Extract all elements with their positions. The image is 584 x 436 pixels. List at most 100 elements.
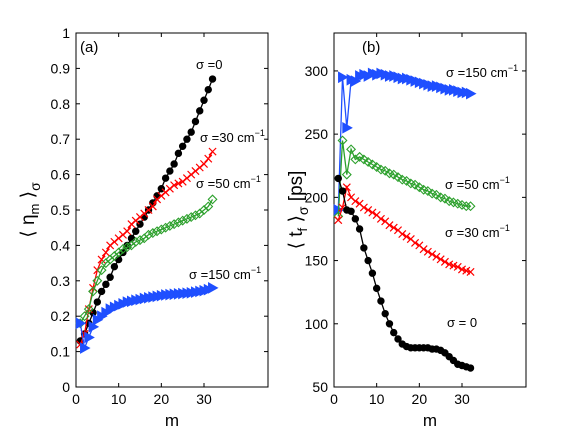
data-point-a-2-18: [152, 226, 163, 237]
panel-label-b: (b): [362, 39, 380, 56]
series-label-a-sigma-50: σ =50 cm−1: [196, 174, 261, 191]
data-point-a-0-29: [200, 96, 208, 104]
series-label-b-sigma-0: σ = 0: [447, 315, 477, 330]
data-point-b-1-3: [346, 144, 357, 155]
series-label-b-sigma-150: σ =150 cm−1: [446, 63, 518, 80]
data-point-a-1-23: [174, 179, 183, 188]
data-point-b-1-21: [422, 186, 433, 197]
data-point-b-2-24: [436, 255, 445, 264]
data-point-a-0-20: [161, 174, 170, 182]
data-point-a-3-1: [80, 342, 91, 354]
y-axis-label-b: ⟨ tf ⟩σ [ps]: [286, 171, 311, 250]
series-label-b-sigma-150-sup: −1: [508, 63, 518, 73]
data-point-b-1-25: [439, 193, 450, 204]
series-labels-b: σ =150 cm−1 σ =50 cm−1 σ =30 cm−1 σ = 0: [445, 63, 518, 330]
data-point-a-0-4: [93, 298, 102, 306]
x-tick-label-a-1: 10: [111, 391, 127, 407]
y-axis-label-a: ⟨ ηm ⟩σ: [18, 182, 43, 238]
data-point-b-2-22: [428, 250, 437, 259]
data-point-a-2-26: [186, 212, 197, 223]
data-point-a-2-13: [130, 236, 141, 247]
y-axis-label-a-main: ⟨ η: [18, 214, 39, 237]
data-point-b-1-5: [354, 151, 365, 162]
data-point-b-3-7: [364, 256, 372, 265]
data-point-a-2-14: [135, 235, 145, 246]
panel-label-a: (a): [80, 39, 98, 56]
x-axis-label-a: m: [165, 411, 179, 430]
data-point-a-2-31: [207, 194, 218, 205]
series-label-a-sigma-0: σ =0: [196, 57, 222, 72]
x-tick-label-a-0: 0: [72, 391, 80, 407]
series-layer-b: [333, 67, 477, 372]
data-point-a-1-11: [123, 227, 132, 236]
data-point-b-1-18: [410, 179, 421, 190]
series-label-a-sigma-150-text: σ =150 cm: [189, 267, 251, 282]
data-point-b-1-23: [431, 189, 442, 200]
data-point-b-3-9: [372, 284, 381, 293]
ticks-b: 0 10 20 30 50 100 150 200 250 300: [305, 33, 526, 407]
x-tick-label-a-3: 30: [196, 391, 212, 407]
data-point-a-2-21: [164, 220, 175, 231]
data-point-a-2-16: [143, 229, 154, 240]
data-point-a-1-22: [170, 181, 179, 190]
x-tick-label-a-2: 20: [154, 391, 170, 407]
series-label-a-sigma-50-text: σ =50 cm: [196, 176, 251, 191]
data-point-b-3-0: [334, 174, 342, 183]
data-point-a-2-24: [177, 215, 188, 226]
data-point-a-2-17: [147, 228, 158, 238]
data-point-a-0-27: [191, 117, 200, 126]
data-point-a-2-25: [181, 213, 192, 224]
data-point-a-2-4: [92, 275, 103, 286]
y-tick-label-b-5: 300: [305, 63, 329, 79]
series-label-a-sigma-0-text: σ =0: [196, 57, 222, 72]
data-point-b-1-9: [371, 162, 382, 172]
data-point-a-2-11: [122, 242, 133, 253]
y-tick-label-a-6: 0.6: [51, 167, 71, 183]
series-label-a-sigma-150-sup: −1: [251, 265, 261, 275]
data-point-b-2-13: [389, 223, 398, 232]
data-point-b-3-5: [355, 225, 364, 233]
data-point-a-0-31: [208, 75, 217, 83]
series-b-3: [334, 174, 475, 372]
data-point-b-0-31: [466, 87, 477, 100]
series-line-b-1: [337, 140, 471, 217]
y-tick-label-a-8: 0.8: [51, 96, 71, 112]
data-point-b-1-6: [358, 154, 369, 165]
panel-a: 0 10 20 30 0 0.1 0.2 0.3 0.4 0.5 0.6 0.7 0.8 0.9 1 (a)…: [18, 25, 269, 430]
data-point-b-2-16: [402, 232, 411, 241]
data-point-a-2-22: [169, 219, 180, 230]
series-label-a-sigma-30: σ =30 cm−1: [200, 128, 265, 145]
series-layer-a: [75, 75, 219, 354]
data-point-b-2-6: [359, 203, 368, 212]
x-axis-label-b: m: [423, 411, 437, 430]
data-point-a-2-3: [88, 286, 99, 297]
data-point-a-1-31: [208, 147, 217, 156]
y-tick-label-a-7: 0.7: [51, 131, 71, 147]
data-point-b-1-1: [337, 135, 348, 146]
y-tick-label-a-3: 0.3: [51, 273, 71, 289]
data-point-b-1-30: [461, 201, 472, 212]
series-label-a-sigma-50-sup: −1: [251, 174, 261, 184]
ticks-a: 0 10 20 30 0 0.1 0.2 0.3 0.4 0.5 0.6 0.7 0.8 0.9 1: [51, 25, 268, 407]
data-point-b-3-14: [394, 335, 402, 343]
y-axis-label-b-unit: [ps]: [286, 171, 307, 207]
series-label-b-sigma-0-text: σ = 0: [447, 315, 477, 330]
data-point-a-2-23: [173, 217, 184, 228]
y-tick-label-a-1: 0.1: [51, 344, 71, 360]
y-tick-label-b-0: 50: [312, 379, 328, 395]
data-point-a-1-30: [204, 154, 213, 163]
data-point-a-0-28: [196, 107, 204, 115]
y-axis-label-b-sub: f: [295, 227, 310, 231]
data-point-b-2-12: [385, 221, 394, 230]
data-point-b-0-1: [338, 71, 349, 84]
y-axis-label-a-sub: m: [27, 204, 42, 215]
x-tick-label-b-2: 20: [412, 391, 428, 407]
y-tick-label-b-2: 150: [305, 253, 329, 269]
data-point-a-1-6: [101, 248, 110, 257]
data-point-b-3-31: [466, 364, 475, 372]
y-axis-label-a-subscript: σ: [27, 182, 43, 191]
data-point-a-0-6: [102, 280, 110, 289]
panel-b: 0 10 20 30 50 100 150 200 250 300 (b) m ⟨ tf ⟩σ […: [286, 32, 527, 430]
x-tick-label-b-3: 30: [454, 391, 470, 407]
